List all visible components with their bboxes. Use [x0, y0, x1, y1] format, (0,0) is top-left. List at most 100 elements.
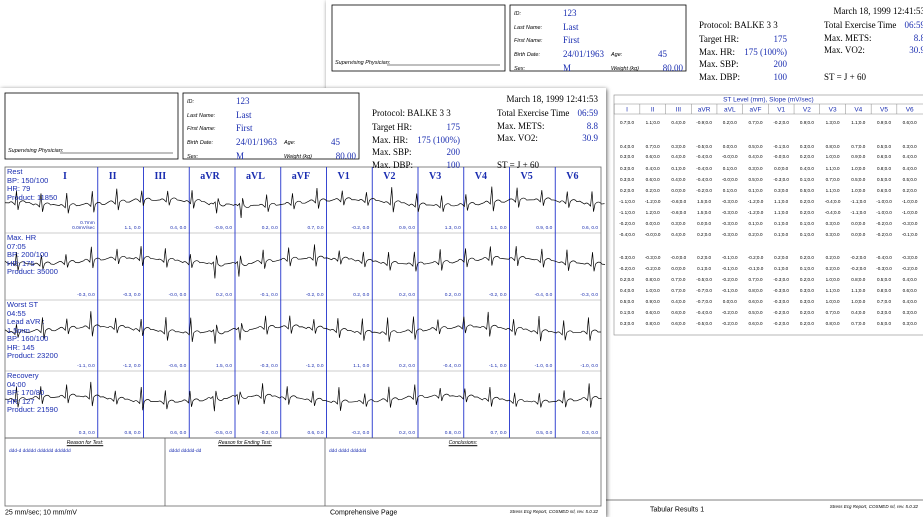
- st-measurement: -0.1, 0.0: [260, 293, 278, 298]
- lead-label: V4: [474, 171, 487, 183]
- table-cell: 0.5;0.0: [876, 321, 892, 326]
- table-cell: 1.5;0.0: [697, 199, 712, 204]
- table-cell: 0.7;0.0: [748, 277, 763, 282]
- st-measurement: 0.3, 0.0: [78, 431, 95, 436]
- table-cell: -1.1;0.0: [850, 210, 867, 215]
- table-cell: 0.1;0.0: [799, 221, 814, 226]
- lead-label: III: [154, 171, 167, 183]
- st-measurement: -0.2, 0.0: [305, 293, 324, 298]
- table-cell: 0.1;0.0: [774, 232, 789, 237]
- table-cell: -1.2;0.0: [747, 210, 764, 215]
- column-header: III: [675, 106, 682, 114]
- report-date: March 18, 1999 12:41:53: [833, 6, 923, 16]
- table-cell: -0.2;0.0: [773, 120, 789, 125]
- table-cell: 0.1;0.0: [799, 266, 814, 271]
- table-cell: 0.8;0.0: [851, 277, 866, 282]
- row-label: Product: 23200: [7, 350, 58, 360]
- lead-label: V3: [429, 171, 442, 183]
- st-measurement: 0.2, 0.0: [215, 293, 232, 298]
- page-name: Tabular Results 1: [650, 506, 705, 514]
- st-measurement: -0.6, 0.0: [168, 364, 187, 369]
- reason-text: ddd dddd dddddd: [329, 449, 367, 454]
- table-cell: 0.5;0.0: [902, 177, 917, 182]
- table-cell: 0.4;0.0: [619, 288, 635, 293]
- reason-title: Conclusions:: [448, 440, 478, 447]
- table-cell: 0.3;0.0: [619, 177, 635, 182]
- table-cell: -1.0;0.0: [901, 199, 918, 204]
- table-cell: 0.3;0.0: [619, 166, 635, 171]
- table-cell: 0.0;0.0: [774, 166, 789, 171]
- drawing: [4, 92, 606, 507]
- table-cell: 0.4;0.0: [902, 154, 917, 159]
- table-cell: 0.4;0.0: [851, 310, 866, 315]
- st-measurement: 1.1, 0.0: [353, 364, 370, 369]
- field-label: Last Name:: [187, 113, 216, 120]
- table-cell: -1.0;0.0: [901, 210, 918, 215]
- table-cell: -0.4;0.0: [824, 210, 841, 215]
- row-label: Product: 21590: [7, 404, 58, 414]
- table-cell: 0.6;0.0: [645, 154, 660, 159]
- row-label: Product: 35000: [7, 266, 58, 276]
- stat-value: 8.8: [913, 33, 923, 43]
- table-cell: 0.2;0.0: [774, 255, 789, 260]
- ecg-trace: [4, 381, 602, 412]
- st-measurement: 0.4, 0.0: [170, 226, 187, 231]
- field-label: Sex:: [187, 154, 199, 161]
- stat-value: 06:59: [904, 20, 923, 30]
- field-label: Birth Date:: [514, 52, 540, 59]
- physician-label: Supervising Physician:: [8, 148, 64, 155]
- table-cell: -1.1;0.0: [850, 199, 867, 204]
- table-cell: 0.4;0.0: [902, 299, 917, 304]
- table-cell: 1.0;0.0: [851, 188, 866, 193]
- st-measurement: -0.5, 0.0: [214, 431, 232, 436]
- table-cell: 1.3;0.0: [825, 120, 840, 125]
- st-measurement: 0.7mm 0.0mV/sec: [72, 221, 95, 231]
- st-measurement: 0.8, 0.0: [124, 431, 141, 436]
- field-label: Age:: [611, 52, 623, 59]
- table-cell: 1.0;0.0: [825, 154, 840, 159]
- table-cell: 0.4;0.0: [748, 154, 763, 159]
- table-cell: -0.2;0.0: [876, 221, 892, 226]
- table-cell: 0.6;0.0: [645, 310, 660, 315]
- st-measurement: 1.1, 0.0: [124, 226, 141, 231]
- stat-label: Max. METS:: [497, 121, 545, 131]
- row-label: HR: 79: [7, 183, 31, 193]
- table-cell: -0.2;0.0: [773, 310, 789, 315]
- field-value: Last: [563, 22, 579, 32]
- st-measurement: 0.8, 0.0: [444, 431, 461, 436]
- table-cell: -1.2;0.0: [747, 199, 764, 204]
- table-cell: 0.3;0.0: [619, 154, 635, 159]
- column-header: aVF: [749, 106, 762, 114]
- table-cell: -1.2;0.0: [644, 199, 661, 204]
- stat-label: Max. SBP:: [372, 147, 412, 157]
- field-value: 24/01/1963: [236, 137, 278, 147]
- table-cell: 0.3;0.0: [748, 166, 763, 171]
- table-cell: 0.2;0.0: [799, 199, 814, 204]
- table-cell: 1.1;0.0: [825, 288, 840, 293]
- table-cell: -0.3;0.0: [773, 288, 789, 293]
- table-cell: -0.0;0.0: [722, 177, 738, 182]
- table-cell: 1.1;0.0: [645, 120, 660, 125]
- table-cell: 0.6;0.0: [876, 188, 892, 193]
- table-cell: 0.1;0.0: [722, 188, 737, 193]
- row-label: BP: 150/100: [7, 175, 49, 185]
- row-label: Recovery: [7, 370, 39, 380]
- st-measurement: -1.1, 0.0: [77, 364, 95, 369]
- st-measurement: -0.2, 0.0: [488, 293, 507, 298]
- table-cell: -0.2;0.0: [773, 321, 789, 326]
- stat-value: 175 (100%): [417, 135, 460, 145]
- table-cell: -0.9;0.0: [696, 120, 712, 125]
- table-cell: 0.2;0.0: [825, 266, 840, 271]
- st-measurement: 0.2, 0.0: [398, 293, 415, 298]
- lead-label: V1: [337, 171, 350, 183]
- st-measurement: 0.2, 0.0: [398, 364, 415, 369]
- stat-value: 06:59: [577, 108, 598, 118]
- table-cell: 0.3;0.0: [876, 310, 892, 315]
- table-cell: 0.2;0.0: [799, 210, 814, 215]
- table-cell: 0.2;0.0: [799, 277, 814, 282]
- column-header: V3: [828, 106, 837, 114]
- table-cell: 0.6;0.0: [748, 321, 763, 326]
- lead-label: aVF: [291, 171, 311, 183]
- table-title: ST Level (mm), Slope (mV/sec): [723, 96, 814, 104]
- physician-label: Supervising Physician:: [335, 60, 391, 67]
